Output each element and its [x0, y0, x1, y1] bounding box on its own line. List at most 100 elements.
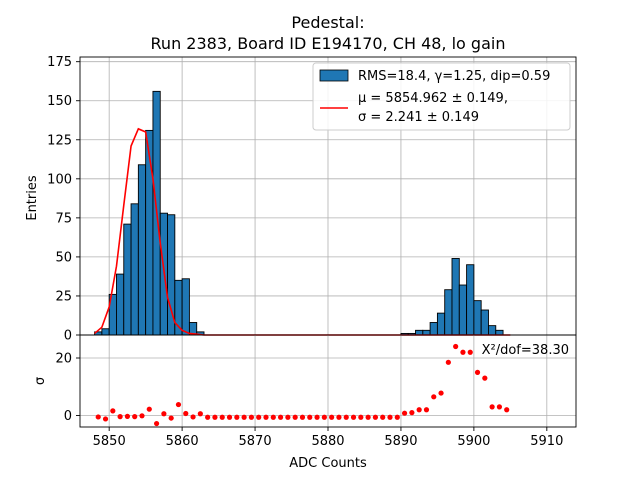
residual-point: [132, 414, 138, 420]
top-y-tick-label: 0: [64, 329, 72, 344]
bottom-y-ticks: 0 20: [55, 352, 80, 424]
residual-point: [482, 375, 488, 381]
legend-box: [312, 62, 571, 131]
residual-point: [168, 415, 174, 421]
top-y-tick-label: 100: [47, 172, 72, 187]
histogram-bar: [130, 203, 139, 336]
residual-point: [175, 401, 182, 408]
x-tick-label: 5860: [166, 434, 199, 449]
residual-point: [285, 414, 291, 420]
residual-point: [409, 410, 415, 416]
histogram-bar: [480, 309, 489, 336]
x-tick-label: 5870: [239, 434, 272, 449]
residual-point: [380, 414, 386, 420]
residual-point: [467, 349, 473, 355]
residual-point: [234, 414, 240, 420]
residual-point: [277, 414, 284, 420]
residual-point: [314, 414, 320, 420]
bottom-x-ticks: 5850 5860 5870 5880 5890 5900 5910: [93, 427, 563, 449]
histogram-bar: [451, 258, 460, 336]
residual-panel: 0 20 5850 5860 5870 5880 5890 5900 5910 σ ADC C…: [33, 334, 577, 471]
top-y-tick-label: 150: [47, 94, 72, 109]
residual-point: [431, 394, 437, 400]
residual-point: [307, 414, 313, 420]
residual-point: [358, 414, 364, 420]
residual-point: [256, 414, 262, 420]
legend: RMS=18.4, γ=1.25, dip=0.59 μ = 5854.962 …: [312, 62, 571, 131]
residual-point: [139, 413, 145, 419]
histogram-panel: 0 25 50 75 100 125 150 175 Entries RMS=18.4, γ=…: [25, 55, 577, 344]
x-tick-label: 5880: [311, 434, 344, 449]
residual-point: [416, 407, 422, 413]
residual-point: [212, 414, 218, 420]
residual-point: [270, 414, 276, 420]
histogram-bar: [145, 129, 154, 336]
histogram-bar: [429, 322, 438, 336]
residual-point: [124, 413, 131, 419]
histogram-bar: [473, 300, 482, 336]
top-y-tick-label: 50: [55, 250, 72, 265]
residual-point: [102, 416, 109, 422]
legend-fit-mu: μ = 5854.962 ± 0.149,: [358, 91, 508, 106]
chart-title-line1: Pedestal:: [291, 13, 364, 32]
residual-point: [401, 410, 408, 416]
residual-point: [205, 414, 211, 420]
top-y-tick-label: 175: [47, 55, 72, 70]
residual-point: [365, 414, 371, 420]
residual-point: [423, 407, 430, 413]
residual-point: [372, 414, 379, 420]
histogram-bar: [436, 312, 446, 336]
residual-point: [438, 390, 444, 396]
residual-point: [197, 411, 203, 417]
residual-point: [248, 414, 255, 420]
chart-title-line2: Run 2383, Board ID E194170, CH 48, lo ga…: [151, 34, 506, 53]
residual-point: [321, 414, 327, 420]
top-y-tick-label: 125: [47, 133, 72, 148]
histogram-bar: [488, 325, 497, 336]
histogram-bar: [116, 273, 125, 336]
legend-hist-label: RMS=18.4, γ=1.25, dip=0.59: [358, 69, 550, 84]
residual-point: [394, 414, 400, 420]
residual-point: [489, 404, 495, 410]
residual-point: [226, 414, 233, 420]
chi2-annotation: X²/dof=38.30: [482, 343, 569, 358]
x-tick-label: 5910: [530, 434, 563, 449]
top-y-ticks: 0 25 50 75 100 125 150 175: [47, 55, 80, 344]
residual-point: [146, 406, 152, 412]
residual-point: [445, 359, 451, 365]
histogram-bar: [458, 284, 468, 336]
residual-point: [387, 414, 393, 420]
residual-point: [110, 408, 116, 414]
bottom-y-tick-label: 20: [55, 352, 72, 367]
x-tick-label: 5900: [457, 434, 490, 449]
residual-point: [241, 414, 247, 420]
histogram-bar: [181, 278, 190, 336]
residual-point: [292, 414, 298, 420]
histogram-bar: [466, 264, 475, 336]
residual-point: [153, 420, 160, 427]
residual-point: [183, 410, 189, 417]
residual-point: [263, 414, 269, 420]
bottom-y-tick-label: 0: [64, 409, 72, 424]
histogram-bar: [101, 328, 110, 336]
residual-point: [343, 414, 349, 420]
histogram-bar: [444, 289, 453, 336]
residual-point: [299, 414, 306, 420]
residual-point: [190, 414, 196, 420]
top-y-axis-label: Entries: [25, 175, 40, 221]
histogram-bar: [137, 164, 147, 336]
x-tick-label: 5850: [93, 434, 126, 449]
x-tick-label: 5890: [384, 434, 417, 449]
legend-fit-sigma: σ = 2.241 ± 0.149: [358, 110, 479, 125]
residual-point: [350, 414, 357, 420]
histogram-bar: [123, 223, 132, 336]
residual-point: [117, 414, 123, 420]
residual-point: [453, 343, 459, 350]
bottom-y-axis-label: σ: [33, 377, 48, 385]
residual-point: [329, 414, 335, 420]
residual-point: [504, 407, 510, 413]
residual-point: [219, 414, 225, 420]
x-axis-label: ADC Counts: [289, 456, 367, 471]
residual-point: [474, 369, 481, 375]
